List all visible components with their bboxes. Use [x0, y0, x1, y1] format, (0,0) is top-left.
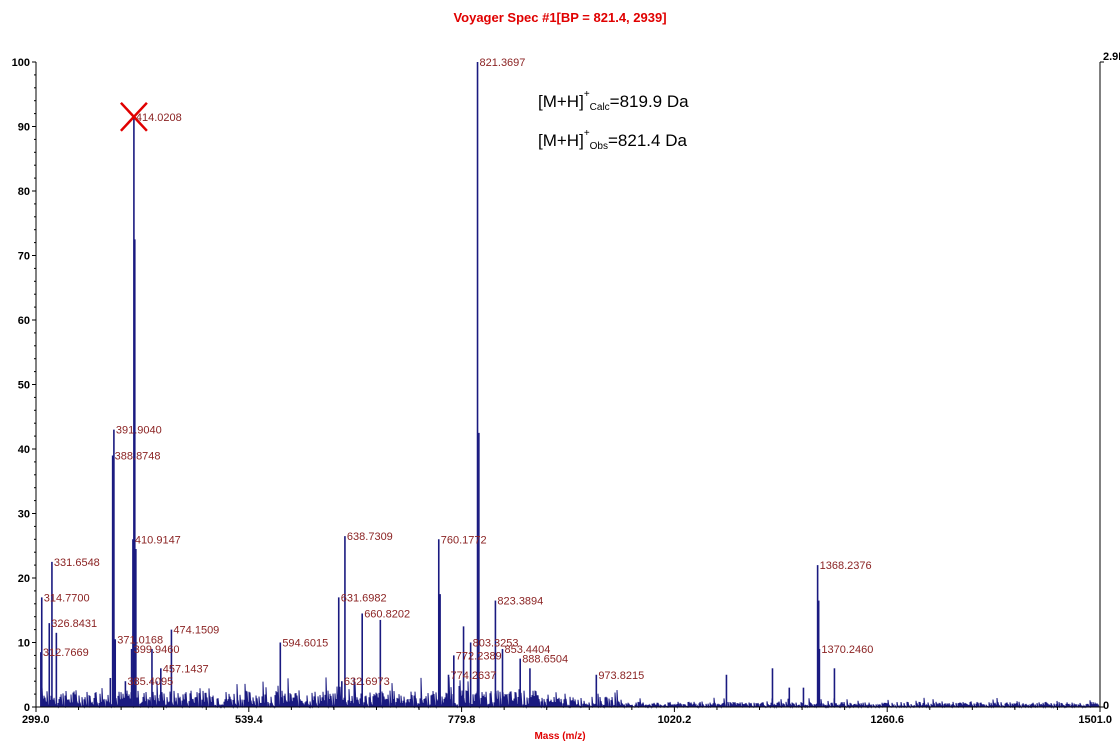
peak-label: 760.1772 — [441, 534, 487, 546]
y-tick-label: 40 — [18, 444, 30, 456]
calc-value: =819.9 Da — [609, 92, 689, 111]
peak-label: 391.9040 — [116, 425, 162, 437]
x-tick-label: 539.4 — [235, 714, 263, 726]
peak-label: 474.1509 — [173, 625, 219, 637]
y-tick-label: 80 — [18, 186, 30, 198]
peak-label: 410.9147 — [135, 534, 181, 546]
obs-prefix: [M+H] — [538, 131, 584, 150]
peak-label: 312.7669 — [43, 647, 89, 659]
peak-label: 1368.2376 — [820, 560, 872, 572]
peak-label: 331.6548 — [54, 557, 100, 569]
obs-mass-annotation: [M+H]+ Obs=821.4 Da — [538, 128, 687, 152]
y-tick-label: 70 — [18, 251, 30, 263]
right-axis-ticks: 2.9E+3 0 — [1100, 51, 1120, 712]
x-tick-label: 1260.6 — [870, 714, 904, 726]
peak-label: 660.8202 — [364, 608, 410, 620]
peak-label: 774.2637 — [450, 670, 496, 682]
cross-mark-icon — [119, 101, 148, 132]
obs-sup: + — [583, 128, 590, 139]
peak-label: 631.6982 — [341, 592, 387, 604]
y-tick-label: 60 — [18, 315, 30, 327]
peak-labels: 312.7669 314.7700 326.8431 331.6548 388.8748… — [43, 57, 874, 688]
peak-label: 1370.2460 — [821, 644, 873, 656]
peak-label: 594.6015 — [282, 638, 328, 650]
peak-label: 803.3253 — [473, 638, 519, 650]
peak-label: 457.1437 — [163, 663, 209, 675]
x-axis-label: Mass (m/z) — [534, 731, 586, 742]
y-tick-label: 10 — [18, 638, 30, 650]
obs-value: =821.4 Da — [608, 131, 687, 150]
calc-mass-annotation: [M+H]+ Calc=819.9 Da — [538, 89, 689, 113]
peak-label: 973.8215 — [598, 670, 644, 682]
spectrum-trace — [36, 677, 1101, 709]
peak-label: 414.0208 — [136, 112, 182, 124]
y-tick-label: 0 — [24, 702, 30, 714]
calc-prefix: [M+H] — [538, 92, 584, 111]
peak-label: 371.0168 — [117, 634, 163, 646]
peak-label: 399.9460 — [134, 644, 180, 656]
x-tick-label: 779.8 — [448, 714, 476, 726]
peak-label: 632.6973 — [344, 676, 390, 688]
peak-label: 823.3894 — [497, 596, 543, 608]
peak-label: 385.4095 — [127, 676, 173, 688]
y-tick-label: 50 — [18, 380, 30, 392]
peak-label: 853.4404 — [504, 644, 550, 656]
y-tick-label: 30 — [18, 509, 30, 521]
calc-sub: Calc — [589, 102, 610, 113]
x-tick-label: 299.0 — [22, 714, 50, 726]
peak-label: 326.8431 — [51, 618, 97, 630]
peak-label: 388.8748 — [115, 450, 161, 462]
peak-label: 638.7309 — [347, 531, 393, 543]
obs-sub: Obs — [589, 141, 608, 152]
right-axis-top-label: 2.9E+3 — [1103, 51, 1120, 63]
chart-title: Voyager Spec #1[BP = 821.4, 2939] — [453, 10, 667, 25]
y-tick-label: 20 — [18, 573, 30, 585]
y-tick-label: 100 — [12, 57, 30, 69]
cross-stroke — [119, 101, 148, 132]
right-axis-bottom-label: 0 — [1103, 700, 1109, 712]
peak-label: 821.3697 — [480, 57, 526, 69]
y-axis-ticks: 0 10 20 30 40 50 60 70 80 90 100 — [12, 57, 36, 714]
y-tick-label: 90 — [18, 122, 30, 134]
peak-lines — [40, 62, 836, 707]
x-axis-ticks: 299.0 539.4 779.8 1020.2 1260.6 1501.0 — [22, 707, 1112, 726]
calc-sup: + — [583, 89, 590, 100]
peak-label: 314.7700 — [44, 592, 90, 604]
x-tick-label: 1501.0 — [1078, 714, 1112, 726]
x-tick-label: 1020.2 — [658, 714, 692, 726]
peak-label: 888.6504 — [522, 654, 568, 666]
peak-label: 772.2389 — [456, 650, 502, 662]
